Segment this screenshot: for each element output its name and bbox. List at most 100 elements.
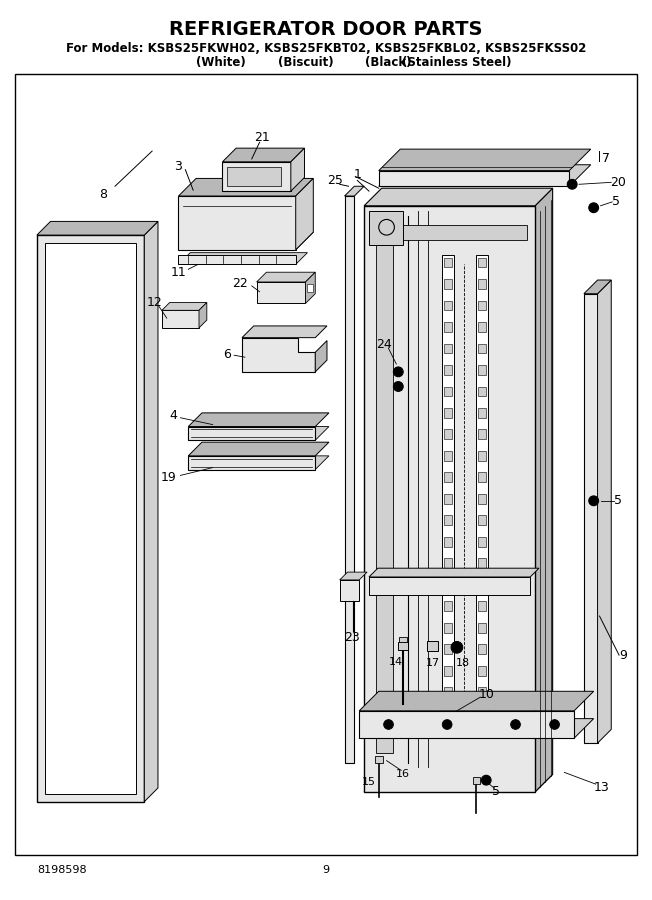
Circle shape: [393, 367, 403, 377]
Polygon shape: [340, 572, 367, 580]
Polygon shape: [479, 516, 486, 526]
Polygon shape: [359, 711, 574, 738]
Polygon shape: [375, 756, 383, 762]
Polygon shape: [398, 643, 408, 651]
Text: 17: 17: [425, 658, 439, 668]
Text: 5: 5: [614, 494, 622, 508]
Polygon shape: [444, 365, 452, 374]
Polygon shape: [444, 537, 452, 546]
Text: 9: 9: [323, 865, 329, 875]
Polygon shape: [316, 340, 327, 372]
Polygon shape: [584, 293, 598, 743]
Polygon shape: [442, 255, 454, 734]
Polygon shape: [444, 666, 452, 676]
Polygon shape: [179, 178, 314, 196]
Polygon shape: [444, 301, 452, 310]
Polygon shape: [477, 255, 488, 734]
Polygon shape: [444, 516, 452, 526]
Polygon shape: [598, 280, 611, 743]
Circle shape: [481, 775, 491, 785]
Polygon shape: [479, 580, 486, 590]
Polygon shape: [222, 148, 304, 162]
Polygon shape: [479, 408, 486, 418]
Circle shape: [511, 720, 520, 729]
Text: 23: 23: [344, 631, 361, 644]
Polygon shape: [479, 301, 486, 310]
Polygon shape: [257, 282, 306, 303]
Polygon shape: [144, 221, 158, 802]
Polygon shape: [364, 206, 535, 792]
Polygon shape: [242, 326, 327, 338]
Circle shape: [550, 720, 559, 729]
Polygon shape: [479, 623, 486, 633]
Polygon shape: [188, 413, 329, 427]
Polygon shape: [399, 636, 407, 643]
Polygon shape: [444, 257, 452, 267]
Polygon shape: [444, 408, 452, 418]
Polygon shape: [444, 344, 452, 354]
Polygon shape: [444, 386, 452, 396]
Polygon shape: [379, 171, 569, 186]
Polygon shape: [296, 178, 314, 249]
Circle shape: [442, 720, 452, 729]
Polygon shape: [379, 149, 591, 171]
Polygon shape: [479, 386, 486, 396]
Polygon shape: [479, 666, 486, 676]
Text: 1: 1: [353, 168, 361, 181]
Polygon shape: [444, 601, 452, 611]
Polygon shape: [37, 221, 158, 235]
Polygon shape: [379, 165, 591, 186]
Polygon shape: [444, 709, 452, 718]
Polygon shape: [479, 344, 486, 354]
Polygon shape: [188, 456, 329, 470]
Polygon shape: [179, 196, 296, 249]
Polygon shape: [479, 472, 486, 482]
Polygon shape: [479, 494, 486, 504]
Text: 7: 7: [602, 152, 610, 166]
Polygon shape: [369, 568, 539, 577]
Text: 24: 24: [376, 338, 391, 351]
Text: 11: 11: [171, 266, 186, 279]
Polygon shape: [584, 280, 611, 293]
Polygon shape: [444, 494, 452, 504]
Circle shape: [393, 382, 403, 392]
Text: (White): (White): [196, 56, 245, 68]
Polygon shape: [479, 644, 486, 654]
Text: 5: 5: [612, 195, 620, 209]
Text: 5: 5: [492, 786, 500, 798]
Circle shape: [383, 720, 393, 729]
Polygon shape: [344, 196, 354, 762]
Text: 8198598: 8198598: [37, 865, 87, 875]
Polygon shape: [444, 688, 452, 698]
Polygon shape: [340, 580, 359, 601]
Text: 12: 12: [146, 296, 162, 309]
Circle shape: [589, 496, 599, 506]
Text: 19: 19: [161, 471, 177, 484]
Text: 13: 13: [593, 780, 610, 794]
Polygon shape: [188, 442, 329, 456]
Polygon shape: [359, 691, 594, 711]
Text: 18: 18: [456, 658, 470, 668]
Polygon shape: [179, 232, 314, 249]
Polygon shape: [479, 537, 486, 546]
Polygon shape: [179, 253, 308, 265]
Polygon shape: [479, 558, 486, 568]
Polygon shape: [306, 272, 316, 303]
Polygon shape: [37, 235, 144, 802]
Polygon shape: [535, 188, 553, 792]
Circle shape: [589, 202, 599, 212]
Polygon shape: [426, 642, 438, 652]
Polygon shape: [364, 774, 553, 792]
Text: 8: 8: [99, 187, 108, 201]
Text: (Stainless Steel): (Stainless Steel): [402, 56, 512, 68]
Polygon shape: [308, 284, 314, 292]
Text: 9: 9: [619, 649, 627, 662]
Polygon shape: [359, 718, 594, 738]
Polygon shape: [162, 310, 199, 328]
Polygon shape: [479, 279, 486, 289]
Polygon shape: [242, 338, 316, 372]
Polygon shape: [228, 166, 281, 186]
Polygon shape: [444, 472, 452, 482]
Text: REFRIGERATOR DOOR PARTS: REFRIGERATOR DOOR PARTS: [170, 21, 482, 40]
Polygon shape: [444, 580, 452, 590]
